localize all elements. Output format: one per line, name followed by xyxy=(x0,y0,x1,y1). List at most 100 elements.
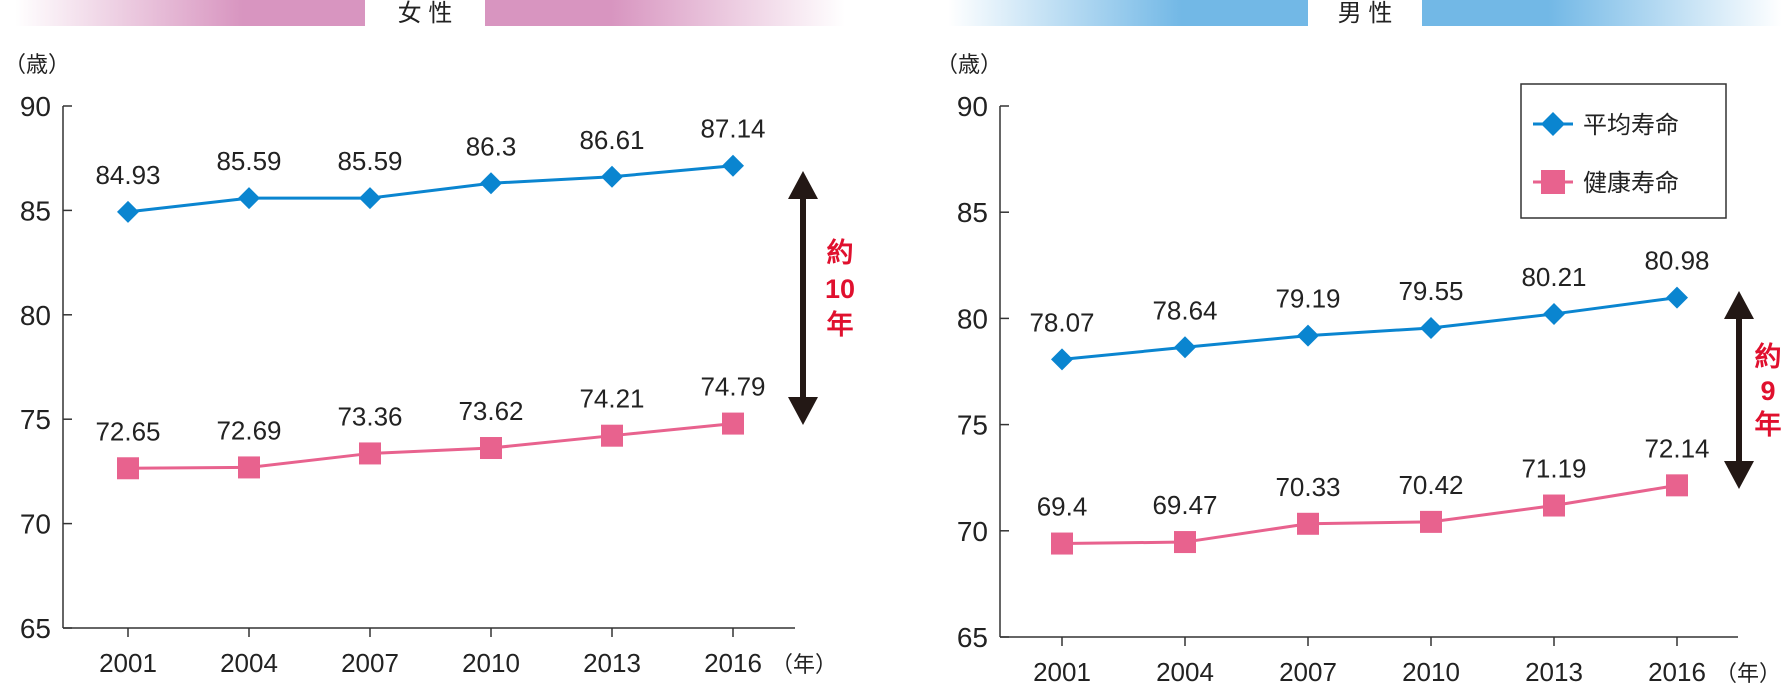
data-point-diamond xyxy=(117,200,139,223)
data-point-square xyxy=(1297,512,1319,535)
data-point-diamond xyxy=(480,172,502,195)
y-tick-label: 85 xyxy=(20,195,51,226)
data-label: 85.59 xyxy=(337,146,402,176)
x-tick-label: 2010 xyxy=(1402,657,1460,687)
data-point-square xyxy=(601,424,623,447)
gap-annotation: 9 xyxy=(1760,376,1775,406)
data-label: 73.36 xyxy=(337,401,402,431)
y-tick-label: 85 xyxy=(957,197,988,228)
y-tick-label: 90 xyxy=(20,91,51,122)
data-label: 70.42 xyxy=(1398,470,1463,500)
gap-annotation: 年 xyxy=(1755,409,1782,440)
y-tick-label: 80 xyxy=(20,300,51,331)
data-label: 80.21 xyxy=(1521,262,1586,292)
gap-annotation: 約 xyxy=(827,237,854,268)
x-tick-label: 2010 xyxy=(462,648,520,678)
legend-label: 健康寿命 xyxy=(1583,170,1679,197)
data-label: 69.4 xyxy=(1037,492,1088,522)
male-header-band-left xyxy=(948,0,1308,26)
x-tick-label: 2016 xyxy=(1648,657,1706,687)
y-tick-label: 80 xyxy=(957,303,988,334)
y-tick-label: 75 xyxy=(20,404,51,435)
data-label: 78.64 xyxy=(1152,295,1217,325)
data-point-square xyxy=(238,456,260,479)
data-label: 72.69 xyxy=(216,415,281,445)
gap-annotation: 10 xyxy=(825,274,855,304)
female-title: 女 性 xyxy=(398,0,453,27)
data-point-square xyxy=(1543,494,1565,517)
data-point-diamond xyxy=(601,165,623,188)
y-tick-label: 65 xyxy=(957,622,988,653)
data-point-square xyxy=(359,442,381,465)
legend-marker-diamond xyxy=(1541,112,1565,136)
gap-arrow-head-up xyxy=(788,171,818,199)
data-label: 86.61 xyxy=(579,125,644,155)
chart-0: （歳） 65 70 75 80 85 90 2001 2004 2007 2010 2013 2016 （… xyxy=(4,52,855,678)
gap-arrow-head-up xyxy=(1724,291,1754,319)
data-point-diamond xyxy=(1174,336,1196,359)
x-tick-label: 2004 xyxy=(1156,657,1214,687)
data-label: 85.59 xyxy=(216,146,281,176)
series-line-平均寿命 xyxy=(127,164,734,214)
y-tick-label: 70 xyxy=(20,509,51,540)
legend-box xyxy=(1520,83,1727,219)
data-point-diamond xyxy=(359,187,381,210)
x-tick-label: 2007 xyxy=(1279,657,1337,687)
data-label: 73.62 xyxy=(458,396,523,426)
gap-annotation: 年 xyxy=(827,309,854,340)
gap-annotation: 約 xyxy=(1755,341,1782,372)
data-label: 70.33 xyxy=(1275,472,1340,502)
y-tick-label: 90 xyxy=(957,91,988,122)
data-label: 87.14 xyxy=(700,114,765,144)
data-point-diamond xyxy=(1666,286,1688,309)
y-axis-label: （歳） xyxy=(4,52,70,77)
data-label: 69.47 xyxy=(1152,490,1217,520)
y-tick-label: 75 xyxy=(957,410,988,441)
x-tick-label: 2004 xyxy=(220,648,278,678)
x-tick-label: 2013 xyxy=(1525,657,1583,687)
data-point-square xyxy=(1174,531,1196,554)
data-point-diamond xyxy=(1543,302,1565,325)
data-point-diamond xyxy=(1297,324,1319,347)
x-tick-label: 2001 xyxy=(99,648,157,678)
data-point-square xyxy=(722,412,744,435)
data-label: 79.19 xyxy=(1275,284,1340,314)
legend-label: 平均寿命 xyxy=(1583,112,1679,139)
data-point-square xyxy=(1420,510,1442,533)
series-line-健康寿命 xyxy=(127,422,734,470)
x-tick-label: 2007 xyxy=(341,648,399,678)
data-label: 72.65 xyxy=(95,416,160,446)
data-label: 86.3 xyxy=(466,131,517,161)
data-point-diamond xyxy=(238,187,260,210)
data-label: 78.07 xyxy=(1029,307,1094,337)
data-label: 72.14 xyxy=(1644,433,1709,463)
data-label: 79.55 xyxy=(1398,276,1463,306)
data-label: 84.93 xyxy=(95,160,160,190)
chart-1: （歳） 65 70 75 80 85 90 2001 2004 2007 2010 2013 2016 （… xyxy=(936,52,1782,687)
data-label: 74.21 xyxy=(579,384,644,414)
data-point-diamond xyxy=(1420,316,1442,339)
y-tick-label: 65 xyxy=(20,613,51,644)
x-tick-label: 2013 xyxy=(583,648,641,678)
female-header-band-right xyxy=(485,0,845,26)
x-axis-label: （年） xyxy=(1715,661,1781,686)
data-point-square xyxy=(480,437,502,460)
x-tick-label: 2001 xyxy=(1033,657,1091,687)
data-point-square xyxy=(1666,474,1688,497)
y-tick-label: 70 xyxy=(957,516,988,547)
gap-arrow-head-down xyxy=(1724,461,1754,489)
data-point-square xyxy=(117,457,139,480)
male-title: 男 性 xyxy=(1338,0,1393,27)
data-label: 74.79 xyxy=(700,372,765,402)
gap-arrow-head-down xyxy=(788,397,818,425)
data-label: 80.98 xyxy=(1644,246,1709,276)
series-line-健康寿命 xyxy=(1061,483,1678,546)
x-tick-label: 2016 xyxy=(704,648,762,678)
y-axis-label: （歳） xyxy=(936,52,1002,77)
data-label: 71.19 xyxy=(1521,454,1586,484)
data-point-diamond xyxy=(722,154,744,177)
data-point-diamond xyxy=(1051,348,1073,371)
data-point-square xyxy=(1051,532,1073,555)
male-header-band-right xyxy=(1422,0,1782,26)
